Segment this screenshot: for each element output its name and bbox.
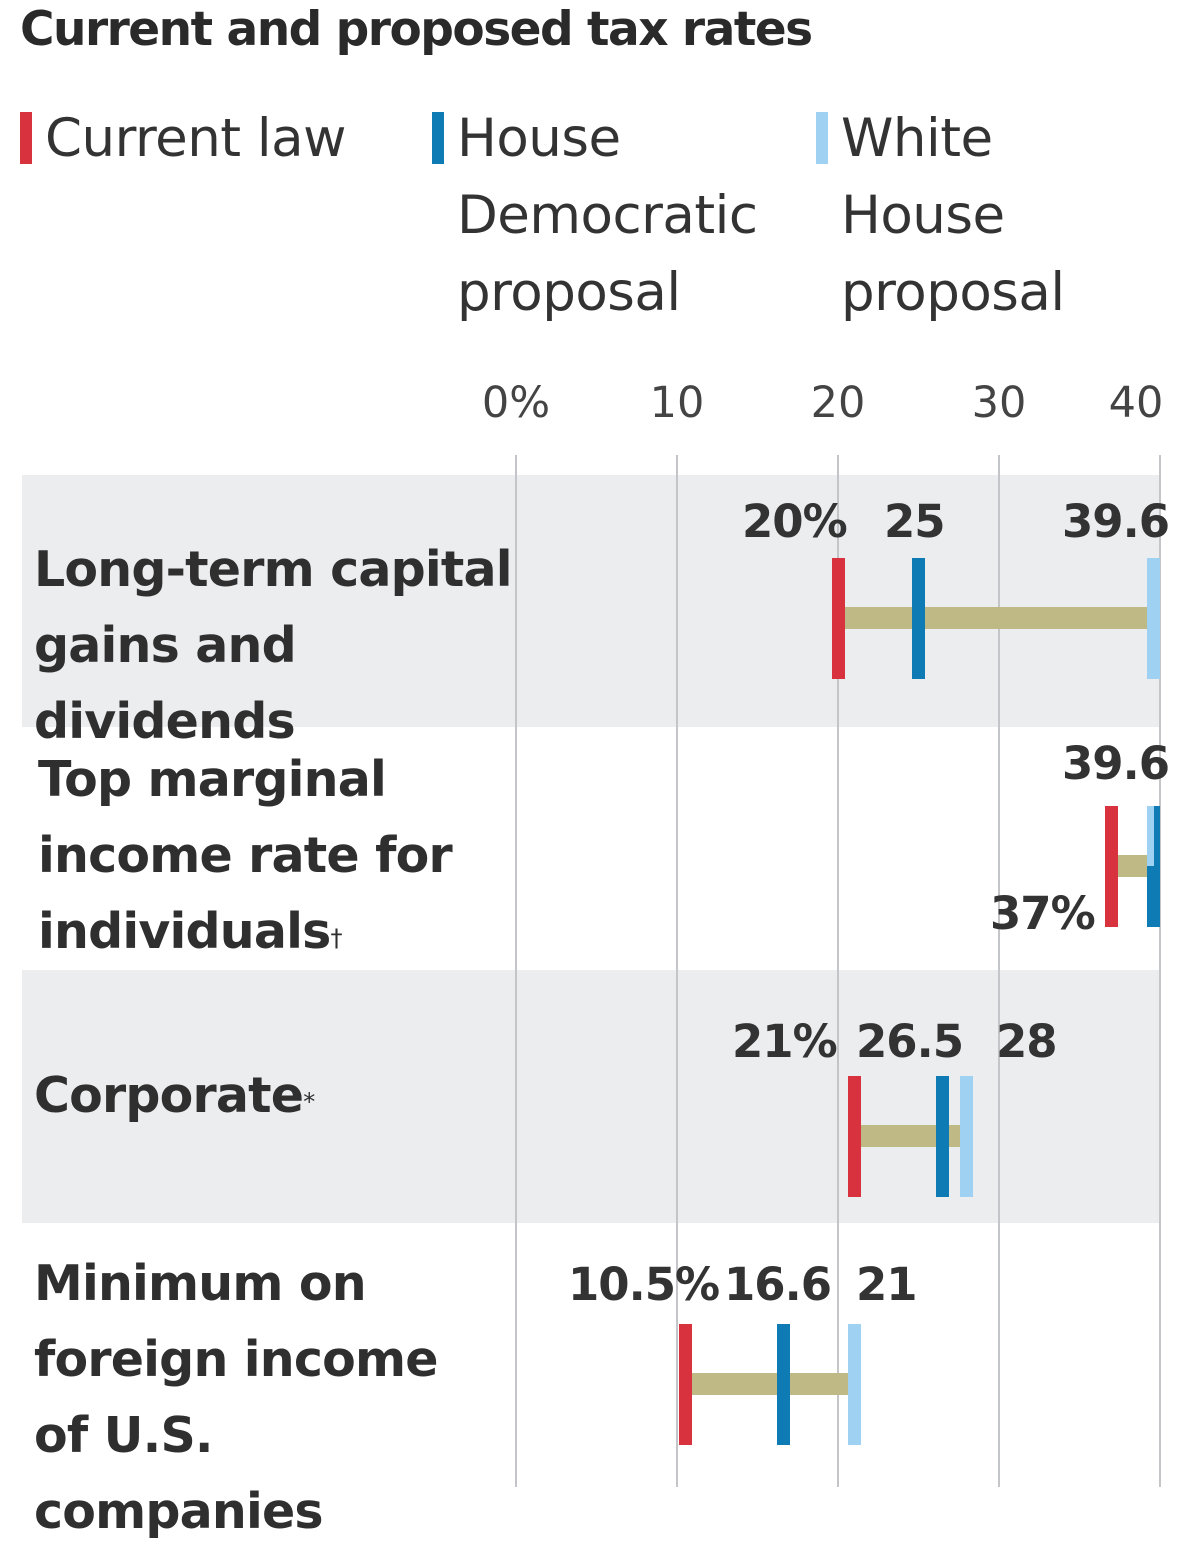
series-mark — [847, 1324, 861, 1445]
legend-label: Current law — [45, 108, 346, 169]
value-label: 21 — [856, 1258, 918, 1311]
value-label: 10.5% — [568, 1258, 720, 1311]
x-tick-label: 20 — [810, 378, 866, 428]
series-mark — [847, 1076, 861, 1197]
series-mark — [776, 1324, 790, 1445]
value-label: 28 — [996, 1015, 1058, 1068]
value-label: 37% — [990, 887, 1096, 940]
row-label-text: Long-term capital gains and dividends — [34, 541, 513, 750]
range-connector — [685, 1373, 855, 1395]
range-connector — [838, 607, 1154, 629]
gridline — [515, 455, 517, 1487]
row-label: Top marginal income rate for individuals… — [38, 742, 458, 970]
series-mark — [960, 1076, 974, 1197]
series-mark — [912, 558, 925, 679]
value-label: 25 — [884, 495, 946, 548]
value-label: 26.5 — [856, 1015, 964, 1068]
x-tick-label: 0% — [481, 378, 551, 428]
series-mark — [831, 558, 845, 679]
series-mark — [1147, 558, 1161, 679]
legend-swatch — [20, 112, 32, 164]
series-mark — [1105, 806, 1119, 927]
legend-label: White House proposal — [841, 108, 1065, 323]
footnote-mark: † — [330, 924, 342, 952]
value-label: 16.6 — [724, 1258, 832, 1311]
value-label: 20% — [742, 495, 848, 548]
gridline — [1159, 455, 1161, 1487]
series-mark — [936, 1076, 950, 1197]
x-tick-label: 30 — [971, 378, 1027, 428]
gridline — [676, 455, 678, 1487]
value-label: 21% — [732, 1015, 838, 1068]
value-label: 39.6 — [1062, 737, 1170, 790]
gridline — [998, 455, 1000, 1487]
value-label: 39.6 — [1062, 495, 1170, 548]
row-label: Long-term capital gains and dividends — [34, 532, 554, 760]
footnote-mark: * — [303, 1088, 315, 1116]
row-label-text: Corporate — [34, 1067, 304, 1124]
series-mark — [1146, 806, 1154, 866]
series-mark — [678, 1324, 692, 1445]
legend-swatch — [816, 112, 828, 164]
legend-label: House Democratic proposal — [457, 108, 758, 323]
x-tick-label: 10 — [649, 378, 705, 428]
row-label-text: Minimum on foreign income of U.S. compan… — [34, 1255, 438, 1540]
range-connector — [854, 1125, 967, 1147]
x-tick-label: 40 — [1108, 378, 1164, 428]
row-label-text: Top marginal income rate for individuals — [38, 751, 453, 960]
legend-swatch — [432, 112, 444, 164]
row-band — [22, 475, 1160, 727]
row-label: Corporate* — [34, 1058, 514, 1134]
row-label: Minimum on foreign income of U.S. compan… — [34, 1246, 504, 1550]
gridline — [837, 455, 839, 1487]
chart-title: Current and proposed tax rates — [20, 2, 813, 57]
range-connector — [1111, 855, 1154, 877]
